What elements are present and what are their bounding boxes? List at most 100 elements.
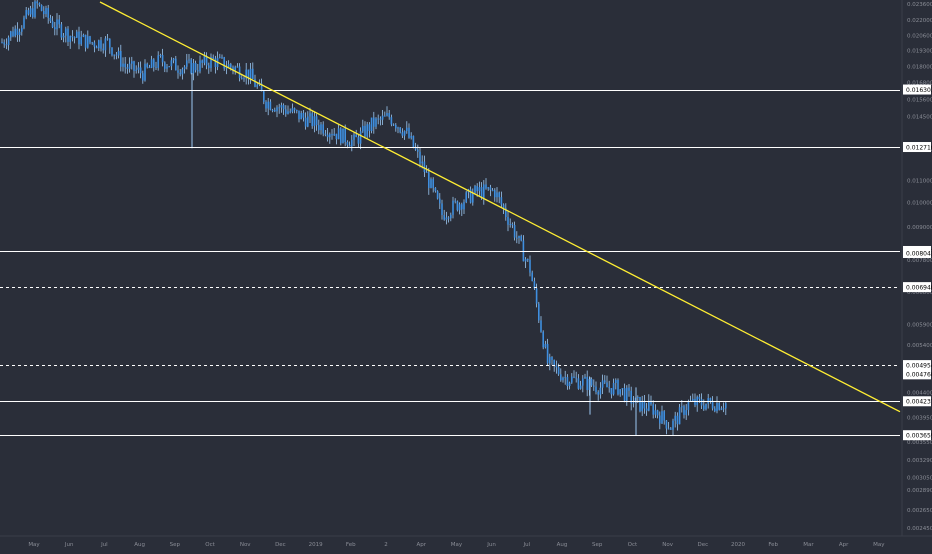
time-tick-label: Sep — [170, 542, 181, 548]
candle-body — [100, 40, 102, 49]
candle-body — [606, 382, 608, 388]
candle-body — [67, 28, 69, 42]
candle-body — [43, 10, 45, 15]
candle-body — [527, 259, 529, 261]
price-tick-label: 0.006800 — [907, 290, 932, 296]
candle-body — [483, 184, 485, 198]
candle-body — [298, 110, 300, 120]
candle-body — [544, 343, 547, 348]
candle-body — [507, 216, 509, 225]
price-tick-label: 0.009000 — [907, 225, 932, 231]
candle-body — [564, 377, 566, 379]
candle-body — [384, 115, 386, 117]
candle-body — [700, 399, 703, 406]
candle-body — [146, 63, 148, 68]
candle-body — [289, 111, 291, 113]
candle-body — [463, 202, 465, 210]
candle-body — [344, 128, 346, 143]
candle-body — [245, 69, 247, 79]
price-tick-label: 0.020600 — [907, 33, 932, 39]
candle-body — [172, 58, 175, 61]
candle-body — [109, 38, 111, 48]
candle-body — [333, 133, 335, 136]
candle-body — [225, 67, 228, 69]
candle-body — [491, 190, 494, 192]
candle-body — [148, 67, 151, 69]
time-axis[interactable]: May Jun Jul Aug Sep Oct Nov Dec 2019 Feb 2 Apr May Ju… — [0, 535, 932, 548]
candle-body — [370, 117, 373, 131]
candle-body — [604, 380, 606, 383]
candle-body — [71, 36, 74, 38]
candle-body — [329, 134, 331, 138]
candle-body — [56, 19, 58, 30]
time-tick-label: 2019 — [309, 542, 323, 548]
price-level-label: 0.008043 — [906, 250, 932, 257]
candle-body — [175, 58, 177, 71]
time-tick-label: May — [28, 542, 40, 548]
candle-body — [670, 428, 672, 430]
candle-body — [115, 54, 118, 56]
price-tick-label: 0.016800 — [907, 81, 932, 87]
candle-body — [538, 303, 540, 321]
candle-body — [630, 390, 632, 404]
candle-body — [307, 116, 309, 127]
price-tick-label: 0.018000 — [907, 65, 932, 71]
candle-body — [582, 378, 584, 386]
candle-body — [421, 161, 423, 164]
candle-body — [408, 127, 410, 138]
candle-body — [353, 134, 355, 140]
candle-body — [32, 8, 34, 17]
candle-body — [417, 149, 419, 152]
candle-body — [124, 63, 126, 68]
candle-body — [694, 398, 696, 406]
price-axis[interactable]: 0.023600 0.022000 0.020600 0.019300 0.018000… — [901, 0, 932, 536]
candle-body — [672, 420, 674, 430]
candle-body — [445, 217, 448, 220]
candle-body — [164, 62, 166, 69]
candle-body — [617, 379, 619, 395]
candle-body — [533, 281, 536, 289]
candle-body — [403, 130, 406, 136]
time-tick-label: May — [451, 542, 463, 548]
trendline — [99, 1, 901, 413]
candle-body — [566, 377, 569, 387]
price-level-label: 0.004954 — [906, 362, 932, 369]
candle-body — [142, 73, 144, 81]
candle-body — [135, 69, 137, 71]
time-tick-label: Mar — [803, 542, 814, 548]
candle-body — [3, 42, 5, 45]
candle-body — [14, 28, 16, 37]
candle-body — [208, 65, 210, 69]
price-tick-label: 0.007800 — [907, 258, 932, 264]
candle-body — [368, 124, 371, 131]
candle-body — [181, 69, 184, 75]
candle-body — [498, 192, 500, 198]
candle-body — [461, 204, 463, 210]
candle-body — [113, 54, 115, 56]
candle-body — [84, 34, 87, 48]
candle-body — [137, 67, 140, 70]
price-tick-label: 0.003550 — [907, 440, 932, 446]
time-tick-label: Jun — [64, 542, 74, 548]
candle-body — [144, 63, 146, 81]
candle-body — [641, 401, 643, 412]
candle-body — [287, 111, 289, 114]
candle-body — [102, 48, 104, 51]
candle-body — [586, 376, 588, 391]
candle-body — [126, 67, 129, 69]
candle-body — [542, 331, 544, 348]
candle-body — [278, 107, 280, 109]
price-level-label: 0.012716 — [906, 144, 932, 151]
candle-body — [511, 224, 514, 226]
candle-body — [234, 67, 236, 71]
price-level-label: 0.004237 — [906, 399, 932, 406]
candle-body — [681, 406, 683, 408]
price-tick-label: 0.023600 — [907, 2, 932, 8]
candle-body — [256, 85, 258, 87]
candle-body — [247, 69, 250, 79]
candle-body — [428, 172, 430, 188]
price-tick-label: 0.011000 — [907, 179, 932, 185]
candle-body — [139, 67, 142, 74]
